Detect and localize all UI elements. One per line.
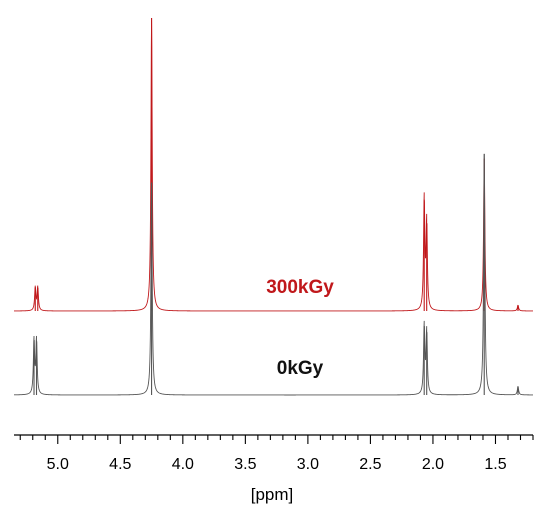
spectrum-line-0kgy	[13, 153, 533, 396]
x-tick-label: 1.5	[484, 456, 506, 473]
x-tick-label: 3.5	[234, 456, 256, 473]
x-tick-label: 4.0	[172, 456, 194, 473]
x-axis-label: [ppm]	[251, 485, 294, 504]
x-tick-label: 2.5	[359, 456, 381, 473]
x-tick-label: 5.0	[47, 456, 69, 473]
x-tick-label: 4.5	[109, 456, 131, 473]
x-axis: 5.0 4.5 4.0 3.5 3.0 2.5 2.0 1.5	[14, 434, 534, 473]
spectrum-series-0kgy	[13, 153, 533, 396]
x-tick-label: 3.0	[297, 456, 319, 473]
spectra-plot-area	[13, 17, 533, 396]
x-tick-label: 2.0	[422, 456, 444, 473]
spectrum-series-300kgy	[14, 17, 533, 312]
series-label-0kgy: 0kGy	[277, 358, 324, 379]
series-label-300kgy: 300kGy	[266, 277, 334, 298]
x-axis-ticks: 5.0 4.5 4.0 3.5 3.0 2.5 2.0 1.5	[19, 435, 534, 473]
spectrum-line-300kgy	[14, 17, 533, 312]
